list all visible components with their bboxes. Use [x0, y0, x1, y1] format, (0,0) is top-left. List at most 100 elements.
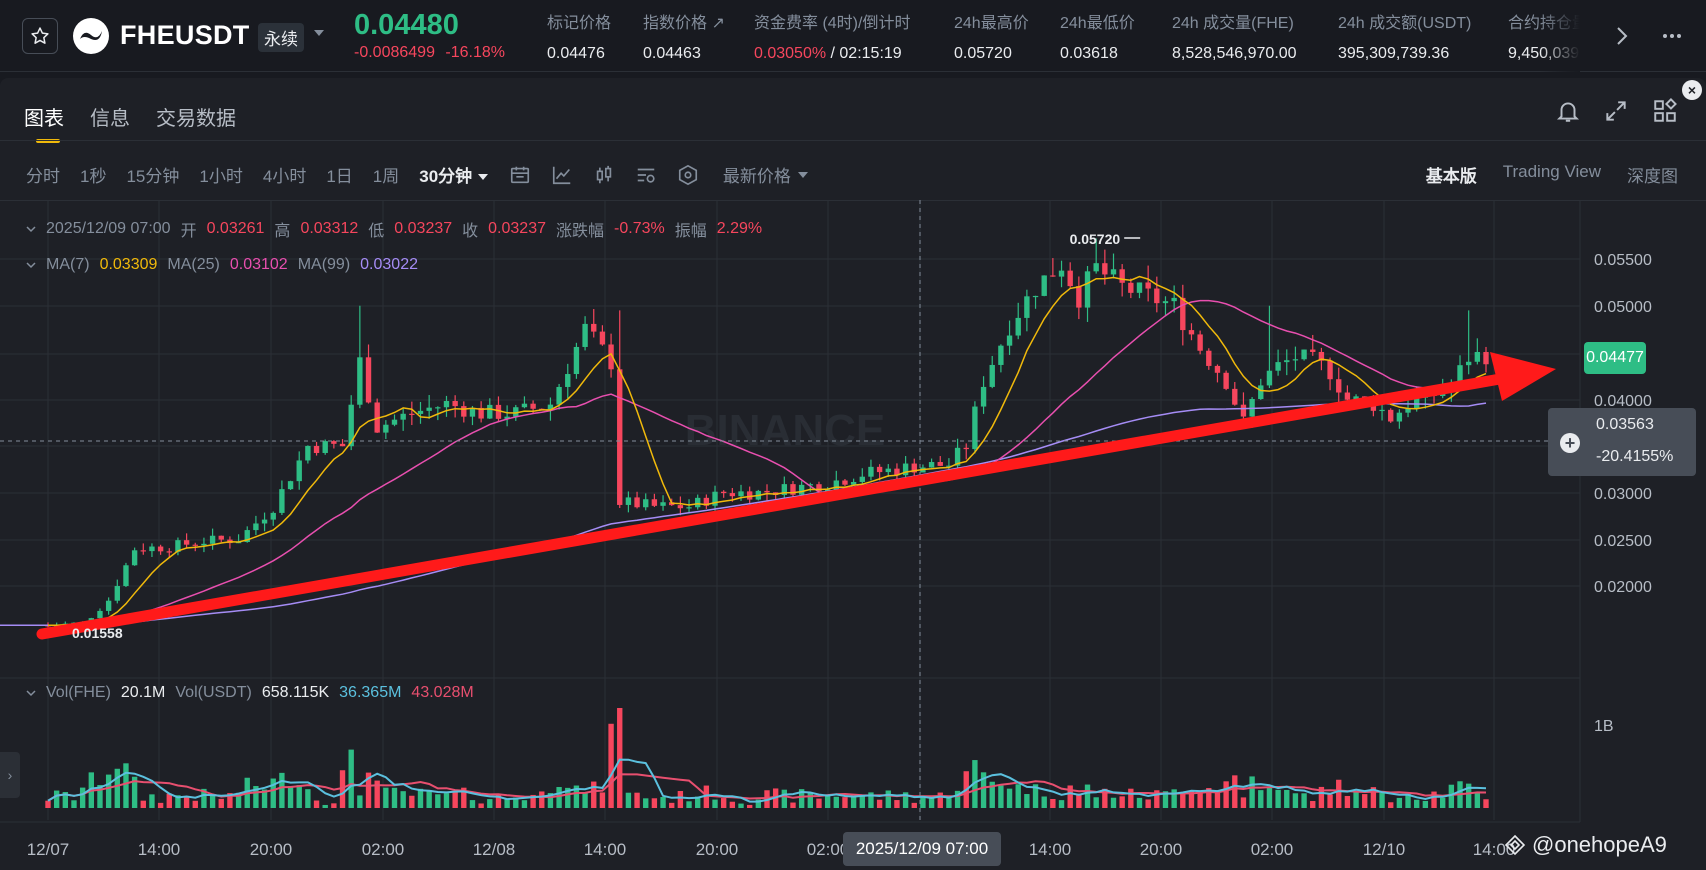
candle-body: [1379, 409, 1385, 412]
volume-bar: [660, 797, 666, 808]
candle-body: [140, 550, 146, 552]
volume-bar: [1327, 794, 1333, 808]
expand-icon[interactable]: [1603, 98, 1629, 124]
volume-bar: [1136, 797, 1143, 808]
volume-bar: [868, 792, 874, 808]
vol-ma1-value: 36.365M: [339, 684, 402, 701]
volume-bar: [1336, 779, 1342, 808]
volume-bar: [824, 794, 831, 808]
volume-bar: [114, 768, 120, 808]
more-dots-icon[interactable]: [1660, 24, 1684, 48]
stat-24h-turnover: 24h 成交额(USDT) 395,309,739.36: [1338, 9, 1471, 63]
interval-4h[interactable]: 4小时: [262, 167, 307, 186]
candle-body: [1405, 408, 1411, 413]
candle-body: [946, 465, 952, 467]
interval-15m[interactable]: 15分钟: [126, 167, 180, 186]
candle-body: [105, 600, 112, 611]
volume-bar: [1431, 791, 1437, 808]
volume-bar: [1006, 788, 1013, 808]
interval-1h[interactable]: 1小时: [199, 167, 243, 186]
tab-chart[interactable]: 图表: [24, 102, 64, 143]
candle-body: [1032, 295, 1039, 298]
candle-body: [166, 551, 172, 553]
interval-1s[interactable]: 1秒: [80, 167, 107, 186]
hexagon-settings-icon[interactable]: [677, 164, 699, 186]
candle-body: [478, 407, 484, 419]
candle-body: [695, 497, 701, 508]
candle-body: [1180, 297, 1186, 331]
volume-bar: [721, 798, 727, 808]
crosshair-price-box: + 0.03563 -20.4155%: [1548, 408, 1696, 476]
candle-body: [1110, 269, 1117, 275]
candle-body: [1318, 351, 1325, 361]
close-icon[interactable]: ×: [1682, 80, 1702, 100]
chart-settings-icon[interactable]: [635, 164, 657, 186]
volume-bar: [530, 794, 536, 808]
candle-type-icon[interactable]: [593, 164, 615, 186]
volume-bar: [539, 791, 545, 808]
volume-bar: [365, 772, 372, 808]
candle-body: [1076, 286, 1082, 308]
high-label: 高: [274, 223, 291, 240]
interval-1w[interactable]: 1周: [372, 167, 400, 186]
stat-label: 24h 成交量(FHE): [1172, 15, 1294, 32]
change-label: 涨跌幅: [556, 223, 605, 240]
interval-line[interactable]: 分时: [26, 167, 60, 186]
chevron-down-icon: [797, 171, 808, 178]
candle-body: [183, 540, 190, 545]
volume-bar: [513, 797, 519, 808]
chevron-down-icon[interactable]: [26, 224, 36, 234]
price-type-dropdown[interactable]: 最新价格: [723, 162, 809, 187]
view-tradingview[interactable]: Trading View: [1502, 162, 1601, 181]
vol-ma2-value: 43.028M: [411, 684, 474, 701]
chevron-down-icon[interactable]: [26, 688, 36, 698]
candle-body: [859, 476, 865, 482]
volume-bar: [556, 787, 562, 808]
volume-bar: [1388, 802, 1394, 808]
interval-1d[interactable]: 1日: [326, 167, 353, 186]
candle-body: [1067, 270, 1073, 287]
volume-bar: [1206, 788, 1212, 808]
chevron-right-icon[interactable]: [1612, 24, 1632, 48]
view-depth[interactable]: 深度图: [1627, 167, 1678, 186]
chevron-down-icon[interactable]: [312, 26, 326, 40]
layout-grid-icon[interactable]: [1652, 98, 1678, 124]
candle-body: [617, 369, 623, 505]
stat-index-price[interactable]: 指数价格 ↗ 0.04463: [643, 9, 725, 63]
interval-30m-dropdown[interactable]: 30分钟: [419, 162, 489, 187]
chevron-down-icon[interactable]: [26, 260, 36, 270]
volume-bar: [573, 785, 580, 808]
vol-fhe-value: 20.1M: [120, 684, 166, 701]
view-basic[interactable]: 基本版: [1425, 167, 1477, 186]
expand-drawing-tools-button[interactable]: ›: [0, 752, 20, 798]
candle-body: [565, 374, 571, 387]
volume-bar: [417, 788, 424, 808]
bell-icon[interactable]: [1555, 98, 1581, 124]
stat-value: 8,528,546,970.00: [1172, 45, 1297, 62]
volume-bar: [140, 800, 146, 808]
candle-body: [1388, 409, 1394, 422]
indicator-icon[interactable]: [551, 164, 573, 186]
volume-bar: [859, 795, 865, 808]
candle-body: [781, 484, 788, 495]
volume-bar: [746, 804, 753, 808]
volume-bar: [625, 792, 632, 808]
volume-bar: [755, 799, 762, 808]
calendar-range-icon[interactable]: [509, 164, 531, 186]
favorite-star-button[interactable]: [22, 18, 58, 54]
candle-body: [1240, 404, 1247, 417]
tab-trading-data[interactable]: 交易数据: [156, 108, 236, 130]
candle-body: [1136, 282, 1143, 293]
candle-body: [902, 463, 909, 476]
volume-bar: [1483, 799, 1489, 808]
time-tick-label: 20:00: [1140, 840, 1183, 859]
add-order-plus-icon[interactable]: +: [1560, 433, 1580, 453]
candle-body: [157, 546, 164, 552]
candle-body: [530, 403, 536, 409]
tab-info[interactable]: 信息: [90, 108, 130, 130]
candle-body: [868, 466, 874, 477]
candle-body: [1128, 282, 1134, 293]
volume-bar: [547, 793, 554, 808]
symbol-name[interactable]: FHEUSDT: [120, 20, 250, 50]
